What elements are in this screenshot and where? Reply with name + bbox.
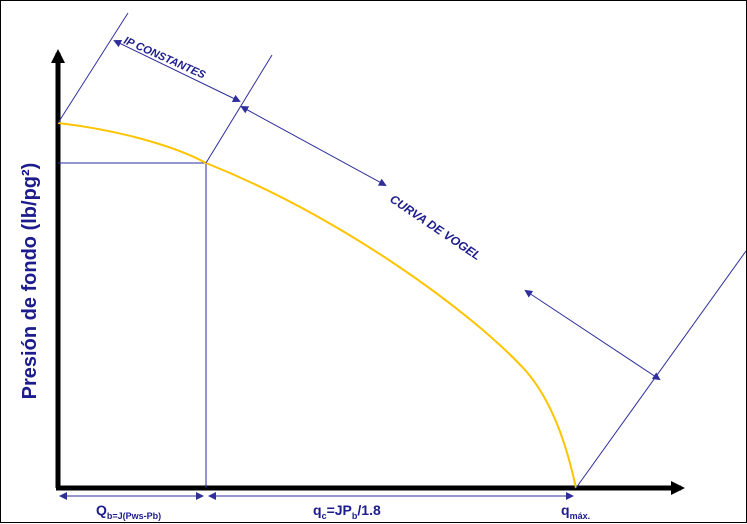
y-axis-label: Presión de fondo (lb/pg²)	[19, 163, 41, 400]
qc-label-mid: =JP	[327, 502, 352, 518]
curva-de-vogel-label: CURVA DE VOGEL	[387, 192, 483, 263]
boundary-line-top-left	[57, 12, 129, 124]
qc-label-sub: c	[322, 511, 327, 521]
qc-label: qc=JPb/1.8	[313, 502, 381, 521]
qb-label: Qb=J(Pws-Pb)	[96, 502, 161, 521]
qc-label-sub2: b	[352, 511, 358, 521]
vogel-arrow-upper	[240, 106, 387, 186]
qb-label-sub: b=J(Pws-Pb)	[107, 511, 161, 521]
vogel-arrow-lower	[524, 289, 661, 381]
qmax-label: qmáx.	[561, 502, 590, 521]
boundary-line-pb	[205, 54, 273, 164]
qc-label-end: /1.8	[357, 502, 381, 518]
ip-constantes-label: IP CONSTANTES	[122, 35, 208, 82]
qb-label-main: Q	[96, 502, 107, 518]
boundary-line-qmax	[575, 250, 747, 489]
qmax-label-sub: máx.	[570, 511, 591, 521]
qc-label-q: q	[313, 502, 322, 518]
qmax-label-main: q	[561, 502, 570, 518]
ipr-curve	[57, 122, 577, 489]
ip-constantes-arrow	[113, 40, 241, 102]
